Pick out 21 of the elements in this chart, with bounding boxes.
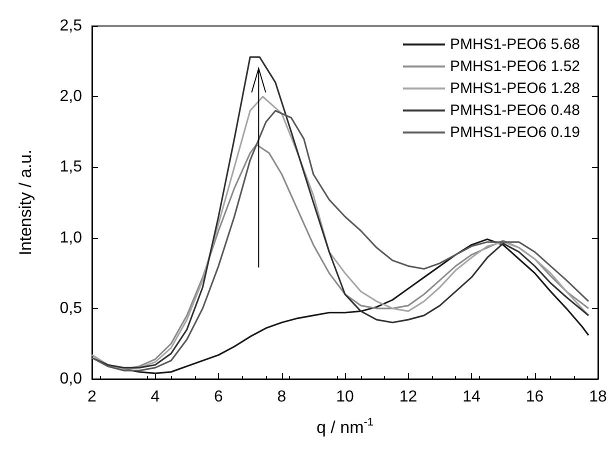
- x-tick-label: 4: [150, 388, 160, 406]
- legend-label: PMHS1-PEO6 1.28: [450, 80, 580, 97]
- y-tick-label: 1,5: [60, 158, 82, 176]
- y-tick-label: 2,0: [60, 88, 82, 106]
- x-tick-label: 6: [214, 388, 224, 406]
- legend-label: PMHS1-PEO6 5.68: [450, 36, 580, 53]
- y-tick-label: 1,0: [60, 229, 82, 246]
- legend-label: PMHS1-PEO6 1.52: [450, 58, 580, 75]
- x-tick-label: 12: [399, 388, 418, 406]
- legend-label: PMHS1-PEO6 0.48: [450, 102, 580, 119]
- x-tick-label: 18: [589, 388, 607, 406]
- x-tick-label: 16: [526, 388, 544, 406]
- y-axis-title: Intensity / a.u.: [16, 150, 35, 256]
- y-tick-label: 2,5: [60, 18, 82, 34]
- x-tick-label: 2: [88, 388, 97, 406]
- y-tick-label: 0,5: [60, 300, 82, 317]
- legend-label: PMHS1-PEO6 0.19: [450, 124, 580, 141]
- x-tick-label: 8: [277, 388, 286, 406]
- x-tick-label: 14: [462, 388, 480, 406]
- x-tick-label: 10: [336, 388, 354, 406]
- y-tick-label: 0,0: [60, 370, 82, 388]
